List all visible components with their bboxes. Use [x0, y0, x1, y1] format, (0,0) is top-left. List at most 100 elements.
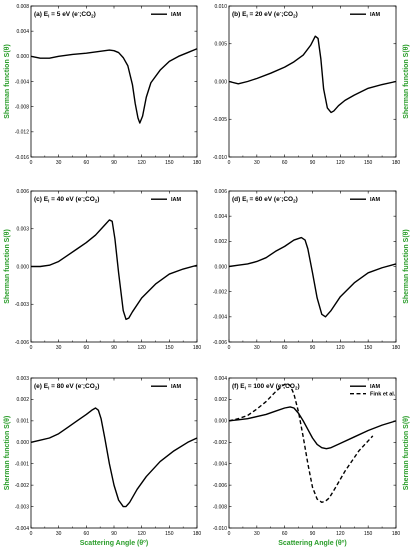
x-axis-label: Scattering Angle (θo): [80, 539, 149, 548]
chart-panel-0: 0 30 60 90 120 150 180-0.016-0.012-0.008-0.004…: [4, 4, 201, 166]
y-tick-label: -0.012: [15, 130, 29, 136]
legend-label: IAM: [370, 384, 381, 390]
y-axis-label: Sherman function S(θ): [4, 44, 11, 119]
y-tick-label: -0.005: [213, 117, 227, 123]
x-tick-label: 60: [282, 345, 288, 351]
y-tick-label: -0.004: [15, 526, 29, 532]
y-tick-label: -0.003: [15, 302, 29, 308]
y-tick-label: -0.010: [213, 526, 227, 532]
y-tick-label: 0.000: [214, 419, 227, 425]
title-part: ): [97, 196, 99, 203]
x-axis-label: Scattering Angle (θo): [278, 539, 347, 548]
title-part: (c) E: [34, 196, 49, 203]
panel-title: (c) Ei = 40 eV (e-;CO2): [34, 195, 99, 204]
series-line-0: [30, 48, 198, 124]
x-tick-label: 180: [392, 345, 401, 351]
legend-label: IAM: [370, 12, 381, 18]
y-tick-label: -0.016: [15, 155, 29, 161]
x-tick-label: 180: [193, 531, 202, 537]
y-tick-label: 0.000: [214, 79, 227, 85]
x-tick-label: 120: [137, 531, 146, 537]
y-axis-label: Sherman function S(θ): [403, 416, 410, 491]
y-tick-label: -0.002: [213, 440, 227, 446]
x-label-part: ): [344, 540, 346, 547]
title-part: ;CO: [281, 11, 293, 18]
title-part: ): [296, 11, 298, 18]
y-tick-label: 0.003: [16, 376, 29, 382]
y-tick-label: 0.001: [16, 419, 29, 425]
title-subscript: 2: [95, 199, 98, 204]
x-tick-label: 120: [336, 531, 345, 537]
y-tick-label: 0.002: [16, 397, 29, 403]
title-subscript: i: [48, 386, 49, 391]
legend-label: Fink et al.: [370, 392, 396, 398]
y-axis-label: Sherman function S(θ): [403, 229, 410, 304]
x-label-part: ): [146, 540, 148, 547]
x-tick-label: 0: [228, 345, 231, 351]
y-tick-label: -0.004: [15, 79, 29, 85]
y-tick-label: 0.006: [214, 189, 227, 195]
y-axis-label: Sherman function S(θ): [403, 44, 410, 119]
y-axis-label: Sherman function S(θ): [4, 229, 11, 304]
title-superscript: -: [81, 195, 83, 200]
panel-title: (b) Ei = 20 eV (e-;CO2): [232, 10, 298, 19]
x-tick-label: 60: [84, 531, 90, 537]
title-subscript: i: [246, 199, 247, 204]
y-tick-label: -0.006: [15, 340, 29, 346]
panel-title: (e) Ei = 80 eV (e-;CO2): [34, 382, 99, 391]
panels-group: 0 30 60 90 120 150 180-0.016-0.012-0.008-0.004…: [4, 4, 410, 547]
panel-title: (d) Ei = 60 eV (e-;CO2): [232, 195, 298, 204]
y-tick-label: -0.002: [213, 289, 227, 295]
title-subscript: 2: [95, 386, 98, 391]
legend-label: IAM: [370, 197, 381, 203]
x-tick-label: 180: [392, 160, 401, 166]
x-label-superscript: o: [342, 539, 345, 544]
x-tick-label: 60: [282, 160, 288, 166]
x-tick-label: 90: [310, 160, 316, 166]
y-tick-label: -0.004: [213, 315, 227, 321]
y-tick-label: -0.008: [15, 104, 29, 110]
y-tick-label: -0.006: [213, 483, 227, 489]
chart-panel-2: 0 30 60 90 120 150 180 -0.006 -0.003 0.000 0.003 0.…: [4, 189, 201, 351]
x-tick-label: 0: [228, 531, 231, 537]
x-tick-label: 90: [111, 160, 117, 166]
y-tick-label: 0.004: [16, 29, 29, 35]
title-part: (a) E: [34, 11, 49, 18]
title-subscript: i: [245, 386, 246, 391]
title-part: ;CO: [281, 196, 293, 203]
panel-title: (a) Ei = 5 eV (e-;CO2): [34, 10, 96, 19]
legend-label: IAM: [171, 384, 182, 390]
series-line-0: [228, 236, 397, 318]
y-tick-label: 0.000: [214, 264, 227, 270]
title-superscript: -: [282, 382, 284, 387]
title-part: (b) E: [232, 11, 247, 18]
x-label-part: Scattering Angle (θ: [278, 540, 342, 547]
chart-panel-4: 0 30 60 90 120 150 180-0.004-0.003-0.002-0.001…: [4, 376, 201, 547]
title-part: ): [97, 383, 99, 390]
title-part: = 60 eV (e: [248, 196, 280, 203]
x-tick-label: 90: [111, 531, 117, 537]
title-part: = 5 eV (e: [49, 11, 78, 18]
x-tick-label: 30: [254, 531, 260, 537]
y-tick-label: -0.003: [15, 504, 29, 510]
y-tick-label: 0.004: [214, 376, 227, 382]
y-tick-label: -0.006: [213, 340, 227, 346]
x-tick-label: 30: [254, 345, 260, 351]
y-tick-label: 0.000: [16, 54, 29, 60]
y-tick-label: 0.006: [16, 189, 29, 195]
x-tick-label: 180: [193, 345, 202, 351]
title-part: = 20 eV (e: [248, 11, 280, 18]
x-tick-label: 30: [254, 160, 260, 166]
x-label-superscript: o: [143, 539, 146, 544]
series-line-0: [228, 406, 397, 450]
chart-panel-1: 0 30 60 90 120 150 180 -0.010 -0.005 0.000 0.005 0.…: [213, 4, 410, 166]
panel-title: (f) Ei = 100 eV (e-;CO2): [232, 382, 300, 391]
title-subscript: 2: [91, 14, 94, 19]
y-tick-label: -0.004: [213, 462, 227, 468]
x-tick-label: 120: [336, 160, 345, 166]
title-part: = 80 eV (e: [49, 383, 81, 390]
x-tick-label: 90: [111, 345, 117, 351]
series-line-0: [30, 407, 198, 508]
x-tick-label: 0: [30, 531, 33, 537]
